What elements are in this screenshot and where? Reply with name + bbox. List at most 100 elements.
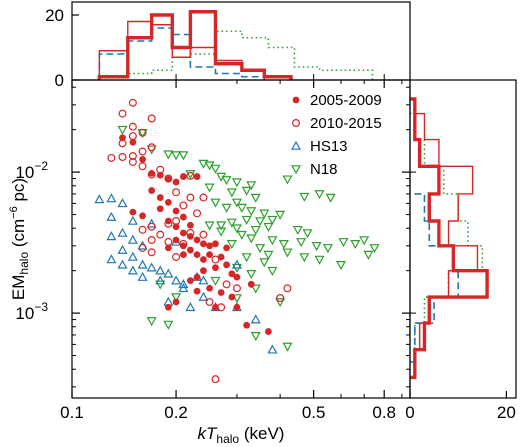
point-hs13-26 — [178, 283, 189, 293]
point-hs13-8 — [127, 234, 138, 244]
point-n18-38 — [292, 225, 303, 236]
point-2005-2009-0 — [119, 134, 126, 142]
point-n18-52 — [241, 253, 252, 263]
legend: 2005-2009 2010-2015 HS13 N18 — [290, 92, 382, 178]
point-n18-11 — [221, 176, 232, 186]
legend-label-n18: N18 — [310, 161, 338, 178]
right-hist-hs13 — [410, 193, 459, 363]
point-n18-23 — [210, 198, 221, 208]
right-axes-frame — [409, 79, 517, 399]
y-tick-label-0: 10−3 — [15, 300, 48, 323]
point-n18-41 — [236, 230, 247, 240]
point-n18-21 — [250, 193, 261, 203]
main-scatter-plot: 0.1 0.2 0.5 0.8 10−3 10−2 — [15, 79, 411, 422]
point-2005-2009-18 — [179, 229, 187, 237]
y-tick-label-1: 10−2 — [15, 159, 48, 182]
x-tick-label-3: 0.8 — [372, 403, 396, 422]
point-n18-12 — [231, 178, 242, 188]
point-n18-58 — [359, 236, 370, 246]
point-n18-50 — [226, 240, 237, 250]
point-n18-14 — [282, 175, 293, 185]
point-n18-20 — [241, 186, 252, 196]
point-2005-2009-38 — [228, 293, 236, 301]
point-2005-2009-34 — [193, 273, 201, 281]
point-2005-2009-51 — [247, 280, 255, 288]
legend-marker-n18 — [290, 165, 302, 175]
right-axis-ticks: 0 20 — [405, 171, 516, 422]
point-2005-2009-31 — [223, 261, 230, 269]
point-2010-2015-40 — [205, 297, 214, 306]
point-2010-2015-43 — [211, 375, 220, 384]
point-2005-2009-37 — [217, 289, 225, 296]
point-2005-2009-36 — [206, 284, 213, 292]
point-n18-15 — [299, 192, 310, 202]
point-2005-2009-8 — [193, 173, 201, 180]
point-n18-37 — [263, 222, 274, 232]
point-2005-2009-49 — [233, 273, 241, 281]
point-2010-2015-9 — [147, 143, 156, 152]
point-hs13-6 — [117, 227, 128, 237]
point-2005-2009-14 — [186, 221, 194, 229]
y-axis-label: EMhalo (cm−6 pc) — [8, 178, 31, 300]
top-axes-frame — [71, 1, 411, 81]
x-tick-label-1: 0.2 — [164, 403, 188, 422]
point-2005-2009-4 — [156, 171, 164, 179]
point-2010-2015-42 — [276, 293, 285, 302]
point-hs13-22 — [178, 279, 189, 289]
top-hist-2005-2009 — [97, 10, 293, 80]
point-hs13-25 — [198, 275, 209, 285]
point-n18-47 — [322, 244, 333, 254]
point-2005-2009-1 — [129, 138, 137, 146]
point-2005-2009-12 — [172, 207, 180, 215]
point-hs13-19 — [137, 271, 148, 281]
point-n18-61 — [259, 258, 270, 268]
point-n18-53 — [263, 250, 274, 260]
point-hs13-13 — [117, 259, 128, 269]
point-2005-2009-3 — [148, 169, 156, 177]
point-2010-2015-21 — [179, 201, 188, 210]
point-n18-35 — [231, 224, 242, 234]
point-hs13-17 — [155, 265, 166, 275]
point-n18-33 — [216, 221, 227, 231]
point-2005-2009-32 — [212, 264, 219, 272]
point-hs13-29 — [185, 302, 196, 312]
point-2010-2015-0 — [128, 98, 137, 107]
right-histogram: 0 20 — [405, 79, 517, 422]
point-2005-2009-40 — [172, 298, 180, 306]
point-n18-3 — [163, 150, 174, 160]
point-n18-59 — [369, 244, 380, 254]
right-histogram-steps — [410, 97, 489, 380]
point-2005-2009-10 — [156, 194, 164, 201]
point-n18-34 — [204, 221, 215, 231]
scatter-points — [94, 98, 380, 384]
point-n18-36 — [250, 225, 261, 236]
point-n18-54 — [282, 248, 293, 258]
point-hs13-34 — [231, 259, 242, 269]
top-hist-n18 — [98, 30, 399, 81]
point-hs13-20 — [155, 275, 166, 285]
point-n18-71 — [146, 317, 157, 327]
point-n18-39 — [302, 229, 313, 239]
point-2010-2015-27 — [156, 230, 165, 239]
point-n18-31 — [241, 215, 252, 225]
point-hs13-21 — [171, 275, 182, 285]
point-2010-2015-1 — [118, 109, 127, 118]
point-2010-2015-3 — [128, 122, 137, 131]
point-n18-42 — [246, 234, 257, 244]
point-n18-74 — [282, 342, 293, 352]
point-hs13-33 — [267, 344, 278, 354]
point-2010-2015-33 — [138, 243, 147, 252]
point-hs13-1 — [106, 193, 117, 203]
point-2010-2015-4 — [138, 128, 147, 137]
point-2005-2009-53 — [164, 244, 172, 252]
point-n18-46 — [311, 242, 322, 252]
point-2010-2015-13 — [138, 162, 147, 171]
point-2005-2009-15 — [156, 205, 164, 213]
main-axis-ticks: 0.1 0.2 0.5 0.8 10−3 10−2 — [15, 80, 410, 422]
point-2005-2009-44 — [243, 321, 251, 329]
right-hist-2010-2015 — [410, 98, 479, 379]
legend-marker-2005-2009 — [292, 96, 300, 104]
point-n18-69 — [275, 298, 286, 308]
point-2005-2009-17 — [172, 223, 180, 231]
